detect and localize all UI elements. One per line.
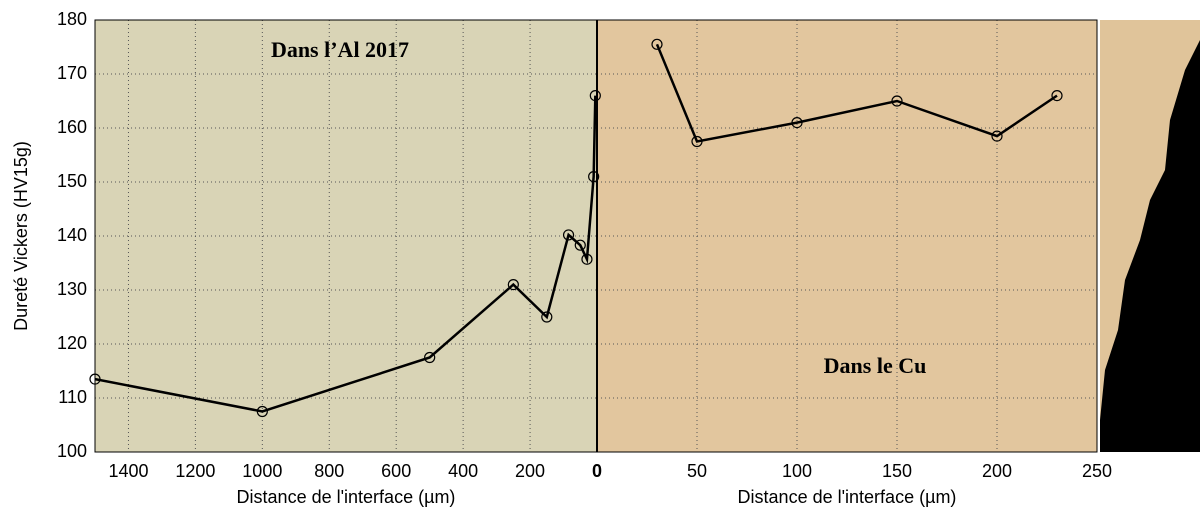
edge-shadow bbox=[1100, 40, 1200, 452]
data-point bbox=[581, 253, 593, 265]
data-point bbox=[589, 89, 601, 102]
x-tick-label: 250 bbox=[1082, 461, 1112, 481]
y-tick-label: 100 bbox=[57, 441, 87, 461]
data-point bbox=[588, 171, 600, 183]
x-tick-label: 1200 bbox=[175, 461, 215, 481]
x-tick-label: 200 bbox=[515, 461, 545, 481]
x-tick-label: 800 bbox=[314, 461, 344, 481]
y-tick-label: 150 bbox=[57, 171, 87, 191]
y-tick-label: 160 bbox=[57, 117, 87, 137]
data-point bbox=[424, 351, 436, 364]
data-line bbox=[94, 95, 597, 413]
y-tick-label: 110 bbox=[58, 387, 87, 407]
x-tick-label: 1000 bbox=[242, 461, 282, 481]
x-tick-label: 600 bbox=[381, 461, 411, 481]
x-axis-label: Distance de l'interface (µm) bbox=[237, 487, 456, 507]
data-point bbox=[1051, 89, 1063, 102]
x-axis-label: Distance de l'interface (µm) bbox=[738, 487, 957, 507]
data-line bbox=[655, 43, 1058, 143]
y-tick-label: 140 bbox=[57, 225, 87, 245]
x-tick-label: 150 bbox=[882, 461, 912, 481]
data-point bbox=[256, 405, 268, 418]
y-tick-label: 170 bbox=[57, 63, 87, 83]
data-point bbox=[991, 130, 1003, 142]
data-point bbox=[691, 135, 703, 148]
y-tick-label: 130 bbox=[57, 279, 87, 299]
annotation: Dans le Cu bbox=[824, 353, 927, 378]
y-axis-label: Dureté Vickers (HV15g) bbox=[11, 141, 31, 331]
data-point bbox=[651, 38, 663, 50]
micrograph-al bbox=[95, 20, 597, 452]
data-point bbox=[891, 95, 903, 107]
x-tick-label: 0 bbox=[592, 461, 602, 481]
x-tick-label: 100 bbox=[782, 461, 812, 481]
data-point bbox=[541, 311, 553, 323]
x-tick-label: 50 bbox=[687, 461, 707, 481]
y-tick-label: 120 bbox=[57, 333, 87, 353]
annotation: Dans l’Al 2017 bbox=[271, 37, 409, 62]
y-tick-label: 180 bbox=[57, 9, 87, 29]
x-tick-label: 200 bbox=[982, 461, 1012, 481]
x-tick-label: 400 bbox=[448, 461, 478, 481]
data-point bbox=[574, 239, 586, 251]
x-tick-label: 1400 bbox=[108, 461, 148, 481]
data-point bbox=[791, 116, 803, 129]
data-point bbox=[562, 229, 575, 241]
data-point bbox=[507, 279, 519, 291]
